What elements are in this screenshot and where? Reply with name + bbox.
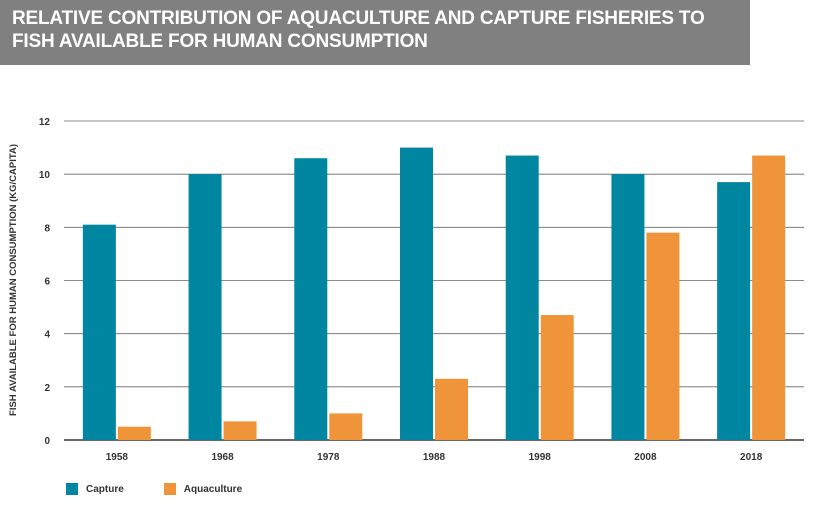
x-axis-ticks: 1958 1968 1978 1988 1998 2008 2018	[106, 452, 763, 463]
bar-capture-1978	[294, 158, 328, 440]
legend-label-capture: Capture	[86, 483, 124, 495]
x-tick-label: 1998	[529, 452, 552, 463]
bar-aquaculture-1998	[540, 315, 574, 440]
bar-capture-1998	[505, 155, 539, 440]
bar-aquaculture-1988	[435, 378, 468, 440]
legend-item-capture: Capture	[66, 483, 124, 495]
legend: Capture Aquaculture	[66, 483, 282, 495]
legend-swatch-aquaculture	[163, 483, 176, 495]
bar-capture-2018	[717, 182, 751, 440]
gridlines	[64, 120, 804, 441]
y-tick-label: 12	[39, 117, 51, 128]
bar-aquaculture-1978	[329, 413, 363, 440]
legend-swatch-capture	[66, 483, 78, 495]
bars	[82, 147, 786, 441]
x-tick-label: 2008	[634, 452, 657, 463]
bar-capture-1958	[82, 224, 116, 440]
y-tick-label: 4	[44, 330, 50, 341]
bar-capture-2008	[611, 174, 645, 440]
x-tick-label: 1968	[211, 452, 234, 463]
y-tick-label: 10	[39, 170, 51, 181]
bar-aquaculture-2018	[752, 155, 786, 440]
bar-aquaculture-1968	[223, 421, 257, 440]
x-tick-label: 1978	[317, 452, 340, 463]
y-tick-label: 8	[44, 223, 50, 234]
x-tick-label: 2018	[740, 452, 763, 463]
legend-item-aquaculture: Aquaculture	[163, 483, 243, 495]
y-axis-label: FISH AVAILABLE FOR HUMAN CONSUMPTION (KG…	[8, 144, 19, 416]
y-tick-label: 0	[44, 436, 50, 447]
x-tick-label: 1958	[106, 452, 129, 463]
bar-aquaculture-2008	[646, 232, 680, 440]
legend-label-aquaculture: Aquaculture	[183, 483, 243, 495]
chart-title: RELATIVE CONTRIBUTION OF AQUACULTURE AND…	[12, 8, 705, 52]
bar-capture-1968	[188, 174, 222, 440]
y-tick-label: 6	[44, 277, 50, 288]
y-axis-ticks: 0 2 4 6 8 10 12	[39, 117, 51, 447]
x-tick-label: 1988	[423, 452, 446, 463]
bar-capture-1988	[400, 147, 433, 441]
bar-aquaculture-1958	[117, 426, 151, 440]
y-tick-label: 2	[44, 383, 50, 394]
title-banner: RELATIVE CONTRIBUTION OF AQUACULTURE AND…	[0, 0, 750, 65]
